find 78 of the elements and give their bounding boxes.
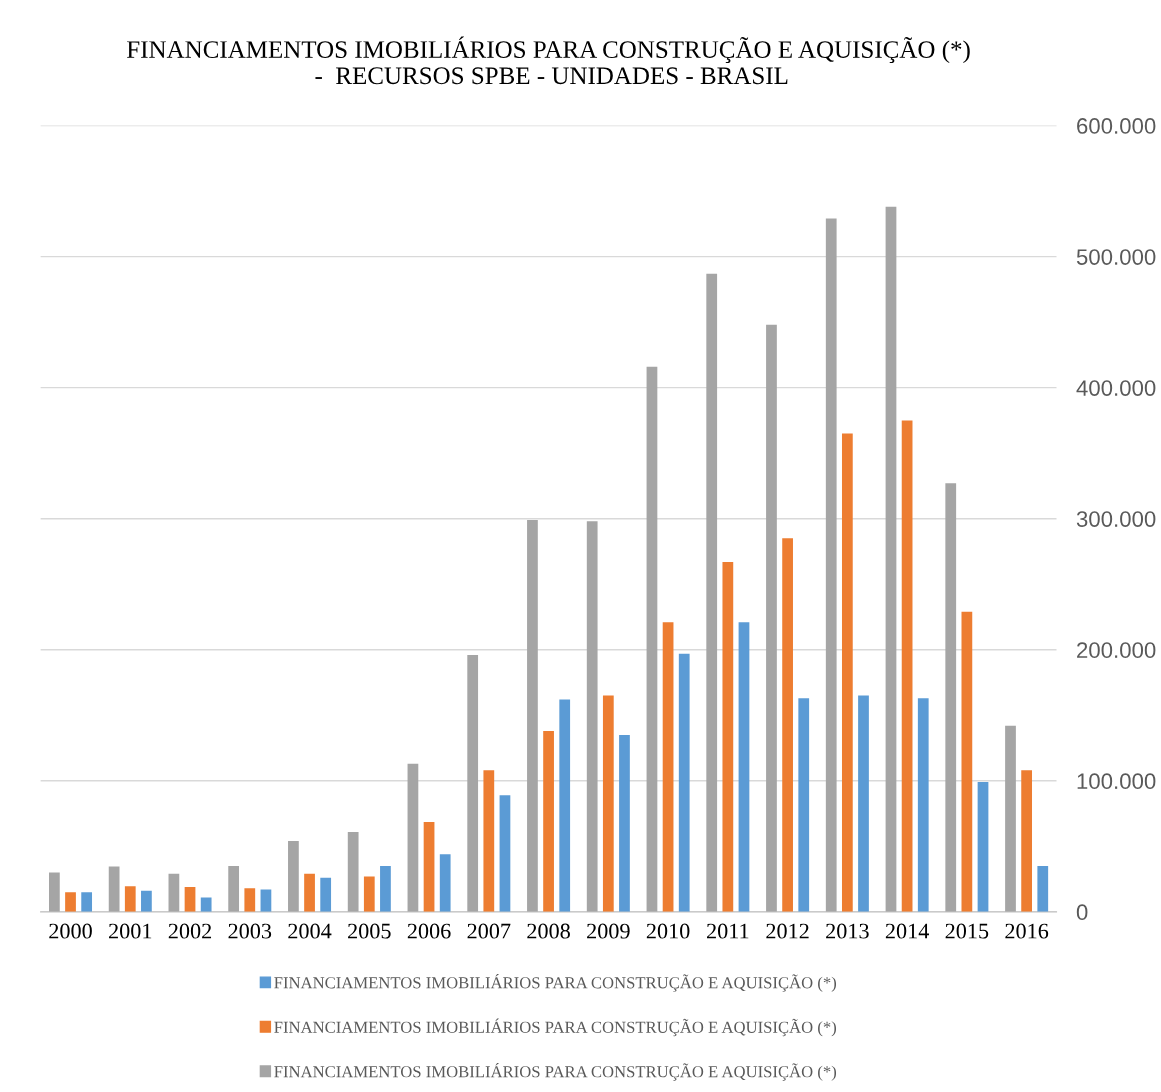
bar: [467, 654, 479, 912]
x-tick-label: 2016: [1005, 923, 1049, 939]
y-tick-label: 300.000: [1076, 511, 1156, 527]
bar: [49, 872, 60, 912]
bar: [662, 622, 674, 912]
bar: [798, 698, 810, 912]
x-tick-label: 2009: [587, 923, 630, 939]
x-tick-label: 2006: [407, 923, 451, 939]
x-tick-label: 2010: [646, 923, 690, 939]
bar: [841, 433, 853, 912]
bar: [706, 273, 718, 912]
bar: [917, 698, 929, 912]
y-tick-label: 500.000: [1076, 249, 1156, 265]
legend-label: FINANCIAMENTOS IMOBILIÁRIOS PARA CONSTRUÇÃO E AQUISIÇÃO (*): [274, 973, 837, 992]
x-tick-label: 2007: [467, 923, 511, 939]
bar: [244, 888, 256, 912]
bar: [483, 770, 495, 912]
chart-title: FINANCIAMENTOS IMOBILIÁRIOS PARA CONSTRUÇÃO E AQUISIÇÃO (*) - RECURSOS SPBE - UNIDADES - BRASIL: [127, 36, 970, 85]
x-tick-label: 2015: [945, 923, 989, 939]
bar: [228, 865, 240, 912]
bar: [885, 206, 897, 912]
x-tick-label: 2011: [707, 923, 749, 939]
bar: [722, 561, 734, 912]
bar: [141, 890, 152, 912]
bar: [527, 520, 538, 912]
bar: [766, 324, 777, 912]
bar: [200, 897, 212, 912]
bar: [945, 483, 957, 912]
bar: [977, 782, 989, 912]
bar: [363, 876, 375, 912]
bar: [380, 865, 391, 912]
legend-label: FINANCIAMENTOS IMOBILIÁRIOS PARA CONSTRUÇÃO E AQUISIÇÃO (*): [274, 1062, 837, 1081]
bar: [288, 841, 299, 912]
bar: [738, 622, 750, 912]
bar: [559, 699, 571, 912]
bar: [184, 886, 196, 912]
y-tick-label: 200.000: [1077, 642, 1156, 659]
bar: [901, 420, 913, 912]
x-tick-label: 2012: [766, 923, 809, 939]
bar: [543, 730, 554, 912]
bar: [320, 877, 332, 912]
bar: [678, 653, 690, 912]
bar: [1021, 770, 1033, 912]
bar: [1037, 865, 1049, 912]
x-tick-label: 2002: [168, 923, 212, 939]
bar: [65, 892, 76, 912]
x-tick-label: 2014: [885, 923, 929, 939]
bar: [124, 886, 136, 912]
bar: [858, 695, 869, 912]
bar: [782, 538, 793, 912]
bar: [439, 854, 451, 912]
x-tick-label: 2008: [527, 923, 570, 939]
bar: [619, 734, 630, 912]
bar: [825, 218, 837, 912]
y-tick-label: 400.000: [1076, 380, 1156, 396]
bar: [961, 611, 973, 912]
x-tick-label: 2005: [348, 923, 391, 939]
bar: [646, 366, 658, 912]
x-tick-label: 2004: [288, 923, 332, 939]
bar: [499, 795, 511, 912]
y-tick-label: 0: [1076, 904, 1088, 921]
bar: [168, 873, 180, 912]
bar: [347, 831, 359, 912]
y-tick-label: 100.000: [1077, 773, 1156, 790]
x-tick-label: 2000: [49, 923, 92, 939]
x-tick-label: 2001: [109, 923, 152, 939]
bar: [1005, 725, 1016, 912]
x-tick-label: 2013: [826, 923, 869, 939]
y-tick-label: 600.000: [1077, 118, 1156, 134]
bar: [586, 521, 598, 912]
legend-label: FINANCIAMENTOS IMOBILIÁRIOS PARA CONSTRUÇÃO E AQUISIÇÃO (*): [274, 1018, 837, 1037]
bar: [602, 695, 614, 912]
bar: [423, 822, 435, 912]
bar: [108, 866, 120, 912]
bar: [304, 873, 315, 912]
bar: [407, 763, 419, 912]
x-tick-label: 2003: [228, 923, 272, 939]
bar: [81, 892, 93, 912]
